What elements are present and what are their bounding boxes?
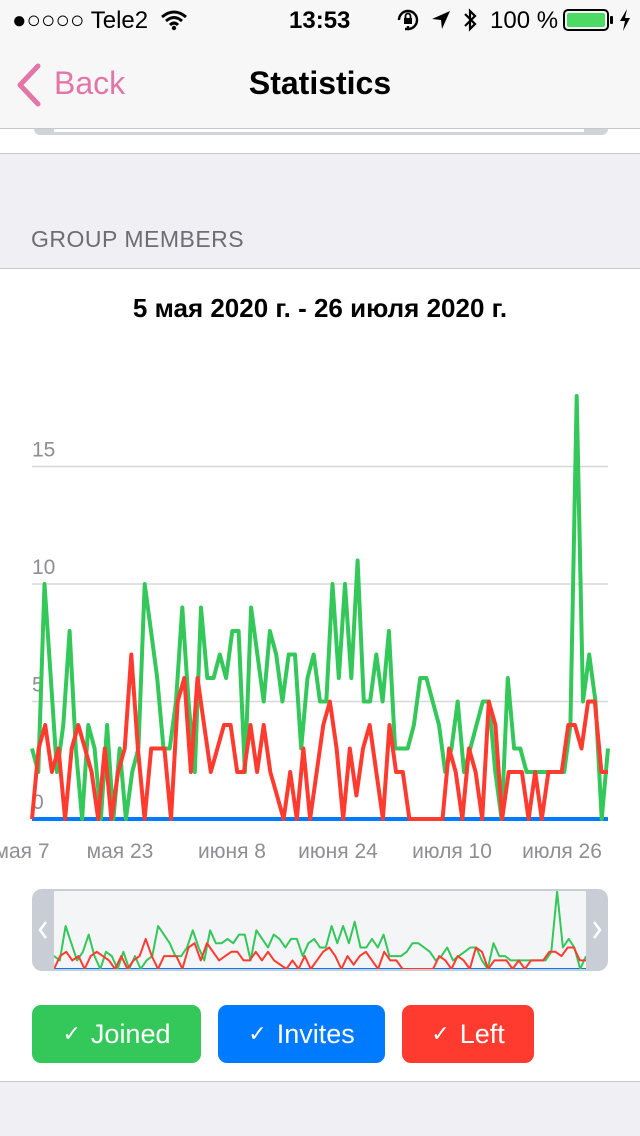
date-range-title: 5 мая 2020 г. - 26 июля 2020 г. [132, 293, 508, 323]
series-line-joined [30, 394, 610, 821]
chevron-left-icon [17, 63, 41, 107]
group-members-chart: 0 5 10 15 мая 7 мая 23 июня 8 июня 24 июля 10 июл… [0, 394, 610, 971]
x-tick-label: июня 24 [298, 840, 378, 863]
page-title: Statistics [248, 65, 392, 101]
x-tick-label: июля 10 [412, 840, 492, 863]
left-label: Left [459, 1018, 505, 1049]
range-window-top-border [54, 889, 586, 891]
clock-label: 13:53 [289, 7, 351, 34]
checkmark-icon: ✓ [62, 1021, 81, 1046]
checkmark-icon: ✓ [248, 1021, 267, 1046]
range-handle-left [32, 889, 54, 971]
joined-label: Joined [90, 1018, 171, 1049]
group-members-card: 5 мая 2020 г. - 26 июля 2020 г. 0 5 10 15 ма… [0, 268, 640, 1082]
battery-percent: 100 % [490, 7, 559, 34]
invites-toggle-button[interactable]: ✓ Invites [218, 1005, 385, 1063]
back-label: Back [54, 65, 126, 101]
series-line-left-mini [53, 937, 586, 970]
y-tick-label: 15 [32, 439, 55, 462]
y-tick-label: 0 [32, 791, 44, 814]
series-line-left [30, 652, 608, 821]
range-selector-track [32, 889, 608, 971]
y-tick-label: 5 [32, 674, 44, 697]
previous-chart-line [54, 129, 584, 132]
charging-bolt-icon [620, 9, 630, 31]
chevron-right-icon [593, 921, 602, 939]
x-tick-label: мая 23 [87, 840, 154, 863]
y-tick-label: 10 [32, 556, 55, 579]
invites-label: Invites [276, 1018, 355, 1049]
left-toggle-button[interactable]: ✓ Left [402, 1005, 534, 1063]
navigation-bar: Back Statistics [0, 40, 640, 129]
wifi-icon [161, 10, 187, 31]
checkmark-icon: ✓ [431, 1021, 450, 1046]
bluetooth-icon [464, 8, 477, 32]
location-arrow-icon [432, 11, 450, 29]
carrier-label: ●○○○○ Tele2 [12, 7, 149, 34]
chevron-left-icon [38, 921, 47, 939]
status-bar: ●○○○○ Tele2 13:53 100 % [0, 0, 640, 40]
back-button[interactable]: Back [0, 40, 150, 128]
joined-toggle-button[interactable]: ✓ Joined [32, 1005, 201, 1063]
range-handle-right [586, 889, 608, 971]
orientation-lock-icon [397, 9, 419, 31]
battery-icon [563, 9, 613, 31]
x-tick-label: июля 26 [522, 840, 602, 863]
series-line-joined-mini [53, 890, 587, 970]
previous-chart-scrubber[interactable] [34, 129, 608, 135]
range-window-bottom-border [54, 969, 586, 971]
x-tick-label: июня 8 [198, 840, 266, 863]
x-tick-label: мая 7 [0, 840, 50, 863]
section-header: GROUP MEMBERS [31, 226, 245, 252]
previous-chart-section [0, 129, 640, 154]
